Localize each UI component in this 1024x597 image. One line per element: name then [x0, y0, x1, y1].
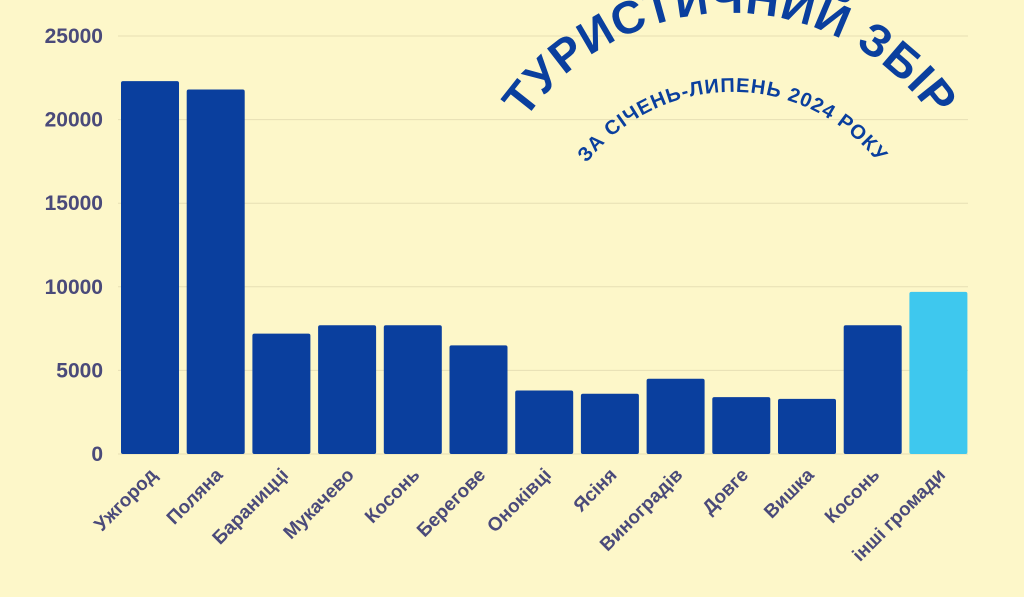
- x-tick-label: Берегове: [413, 465, 490, 542]
- y-tick-label: 5000: [56, 359, 103, 382]
- x-tick-label: Вишка: [760, 464, 819, 523]
- bar: [712, 397, 771, 454]
- y-tick-label: 10000: [45, 276, 103, 299]
- bar: [580, 393, 639, 454]
- bar: [121, 81, 179, 455]
- bar: [449, 345, 508, 454]
- bar: [515, 390, 574, 454]
- y-tick-label: 0: [91, 443, 103, 466]
- x-tick-label: Косонь: [821, 465, 884, 528]
- x-tick-label: Ясіня: [570, 465, 622, 517]
- x-tick-label: Косонь: [361, 465, 424, 528]
- y-tick-label: 15000: [45, 192, 103, 215]
- bar: [186, 89, 245, 454]
- bar: [646, 378, 705, 454]
- bar: [383, 325, 442, 454]
- x-tick-label: Оноківці: [483, 465, 555, 537]
- chart-title: ТУРИСТИЧНИЙ ЗБІР: [492, 0, 968, 125]
- bar: [909, 291, 968, 454]
- bar: [843, 325, 902, 454]
- y-tick-label: 25000: [45, 25, 103, 48]
- bar: [318, 325, 377, 454]
- bar: [252, 333, 311, 454]
- y-axis: 25000 20000 15000 10000 5000 0: [45, 25, 103, 466]
- chart-subtitle: ЗА СІЧЕНЬ-ЛИПЕНЬ 2024 РОКУ: [573, 75, 891, 167]
- x-tick-label: Мукачево: [280, 465, 359, 544]
- x-tick-label: Довге: [699, 465, 753, 519]
- x-tick-label: Поляна: [163, 464, 228, 529]
- y-tick-label: 20000: [45, 109, 103, 132]
- x-tick-label: Ужгород: [91, 465, 162, 536]
- bar: [778, 398, 836, 454]
- bars: [121, 81, 968, 455]
